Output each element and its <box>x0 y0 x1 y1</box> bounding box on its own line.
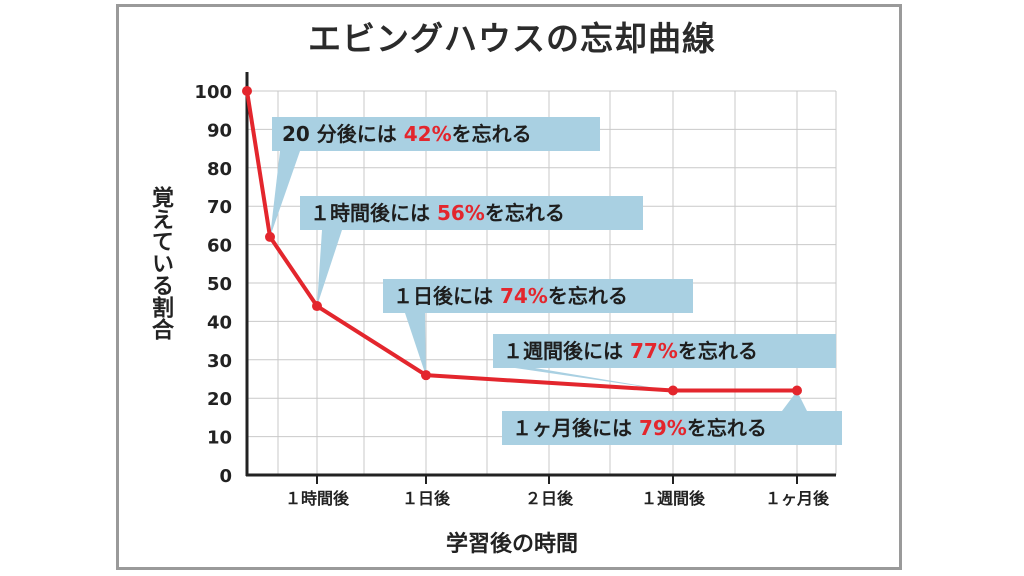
data-point <box>792 385 802 396</box>
y-tick-label: 10 <box>207 428 232 449</box>
callout-prefix: １ヶ月後には <box>512 416 639 440</box>
data-point <box>265 231 275 242</box>
chart-title: エビングハウスの忘却曲線 <box>308 19 716 58</box>
x-tick-label: １週間後 <box>641 489 706 508</box>
data-point <box>242 86 252 96</box>
data-point <box>312 301 322 312</box>
y-tick-label: 20 <box>207 389 232 410</box>
y-tick-label: 60 <box>207 236 232 257</box>
y-tick-label: 0 <box>219 466 232 487</box>
callout-percent: 77% <box>629 339 678 363</box>
x-tick-label: １時間後 <box>285 489 350 508</box>
y-tick-label: 50 <box>207 274 232 295</box>
callout-suffix: を忘れる <box>451 122 532 146</box>
callout-suffix: を忘れる <box>686 416 767 440</box>
callout-pointer <box>782 391 807 411</box>
callout-suffix: を忘れる <box>677 339 758 363</box>
x-tick-label: ２日後 <box>525 489 574 508</box>
callout-pointer <box>317 230 342 306</box>
data-point <box>421 370 431 381</box>
callout-box: １日後には 74%を忘れる <box>383 279 693 313</box>
callout-pointer <box>405 313 426 376</box>
y-tick-label: 70 <box>207 197 232 218</box>
series-line <box>245 90 797 393</box>
callout-pointer <box>515 368 673 391</box>
callout-pointer <box>270 151 300 237</box>
axes <box>245 72 836 484</box>
callout-percent: 56% <box>436 201 485 225</box>
callout-box: 20 分後には 42%を忘れる <box>272 117 600 151</box>
x-tick-label: １日後 <box>402 489 451 508</box>
x-tick-label: １ヶ月後 <box>765 489 830 508</box>
callout-percent: 42% <box>403 122 452 146</box>
y-axis-label: 覚えている割合 <box>148 186 173 340</box>
y-tick-label: 40 <box>207 312 232 333</box>
x-axis-label: 学習後の時間 <box>445 532 578 557</box>
callout-prefix: １週間後には <box>503 339 630 363</box>
data-point <box>668 385 678 396</box>
data-series <box>242 86 802 396</box>
y-tick-label: 90 <box>207 120 232 141</box>
callout-percent: 74% <box>499 284 548 308</box>
y-tick-label: 30 <box>207 351 232 372</box>
callout-prefix: １時間後には <box>310 201 437 225</box>
callout-box: １時間後には 56%を忘れる <box>300 196 643 230</box>
callout-prefix: １日後には <box>393 284 500 308</box>
y-tick-label: 100 <box>194 82 232 103</box>
tick-labels: 0 10 20 30 40 50 60 70 80 90 100 １時間後 １日後 ２日後 １週間後 １ヶ月後 <box>194 82 830 508</box>
callout-suffix: を忘れる <box>547 284 628 308</box>
callout-percent: 79% <box>638 416 687 440</box>
callout-suffix: を忘れる <box>484 201 565 225</box>
callout-box: １ヶ月後には 79%を忘れる <box>502 411 842 445</box>
callout-prefix: 20 分後には <box>282 122 404 146</box>
callout-box: １週間後には 77%を忘れる <box>493 334 836 368</box>
y-tick-label: 80 <box>207 159 232 180</box>
callout-pointers <box>270 151 807 411</box>
